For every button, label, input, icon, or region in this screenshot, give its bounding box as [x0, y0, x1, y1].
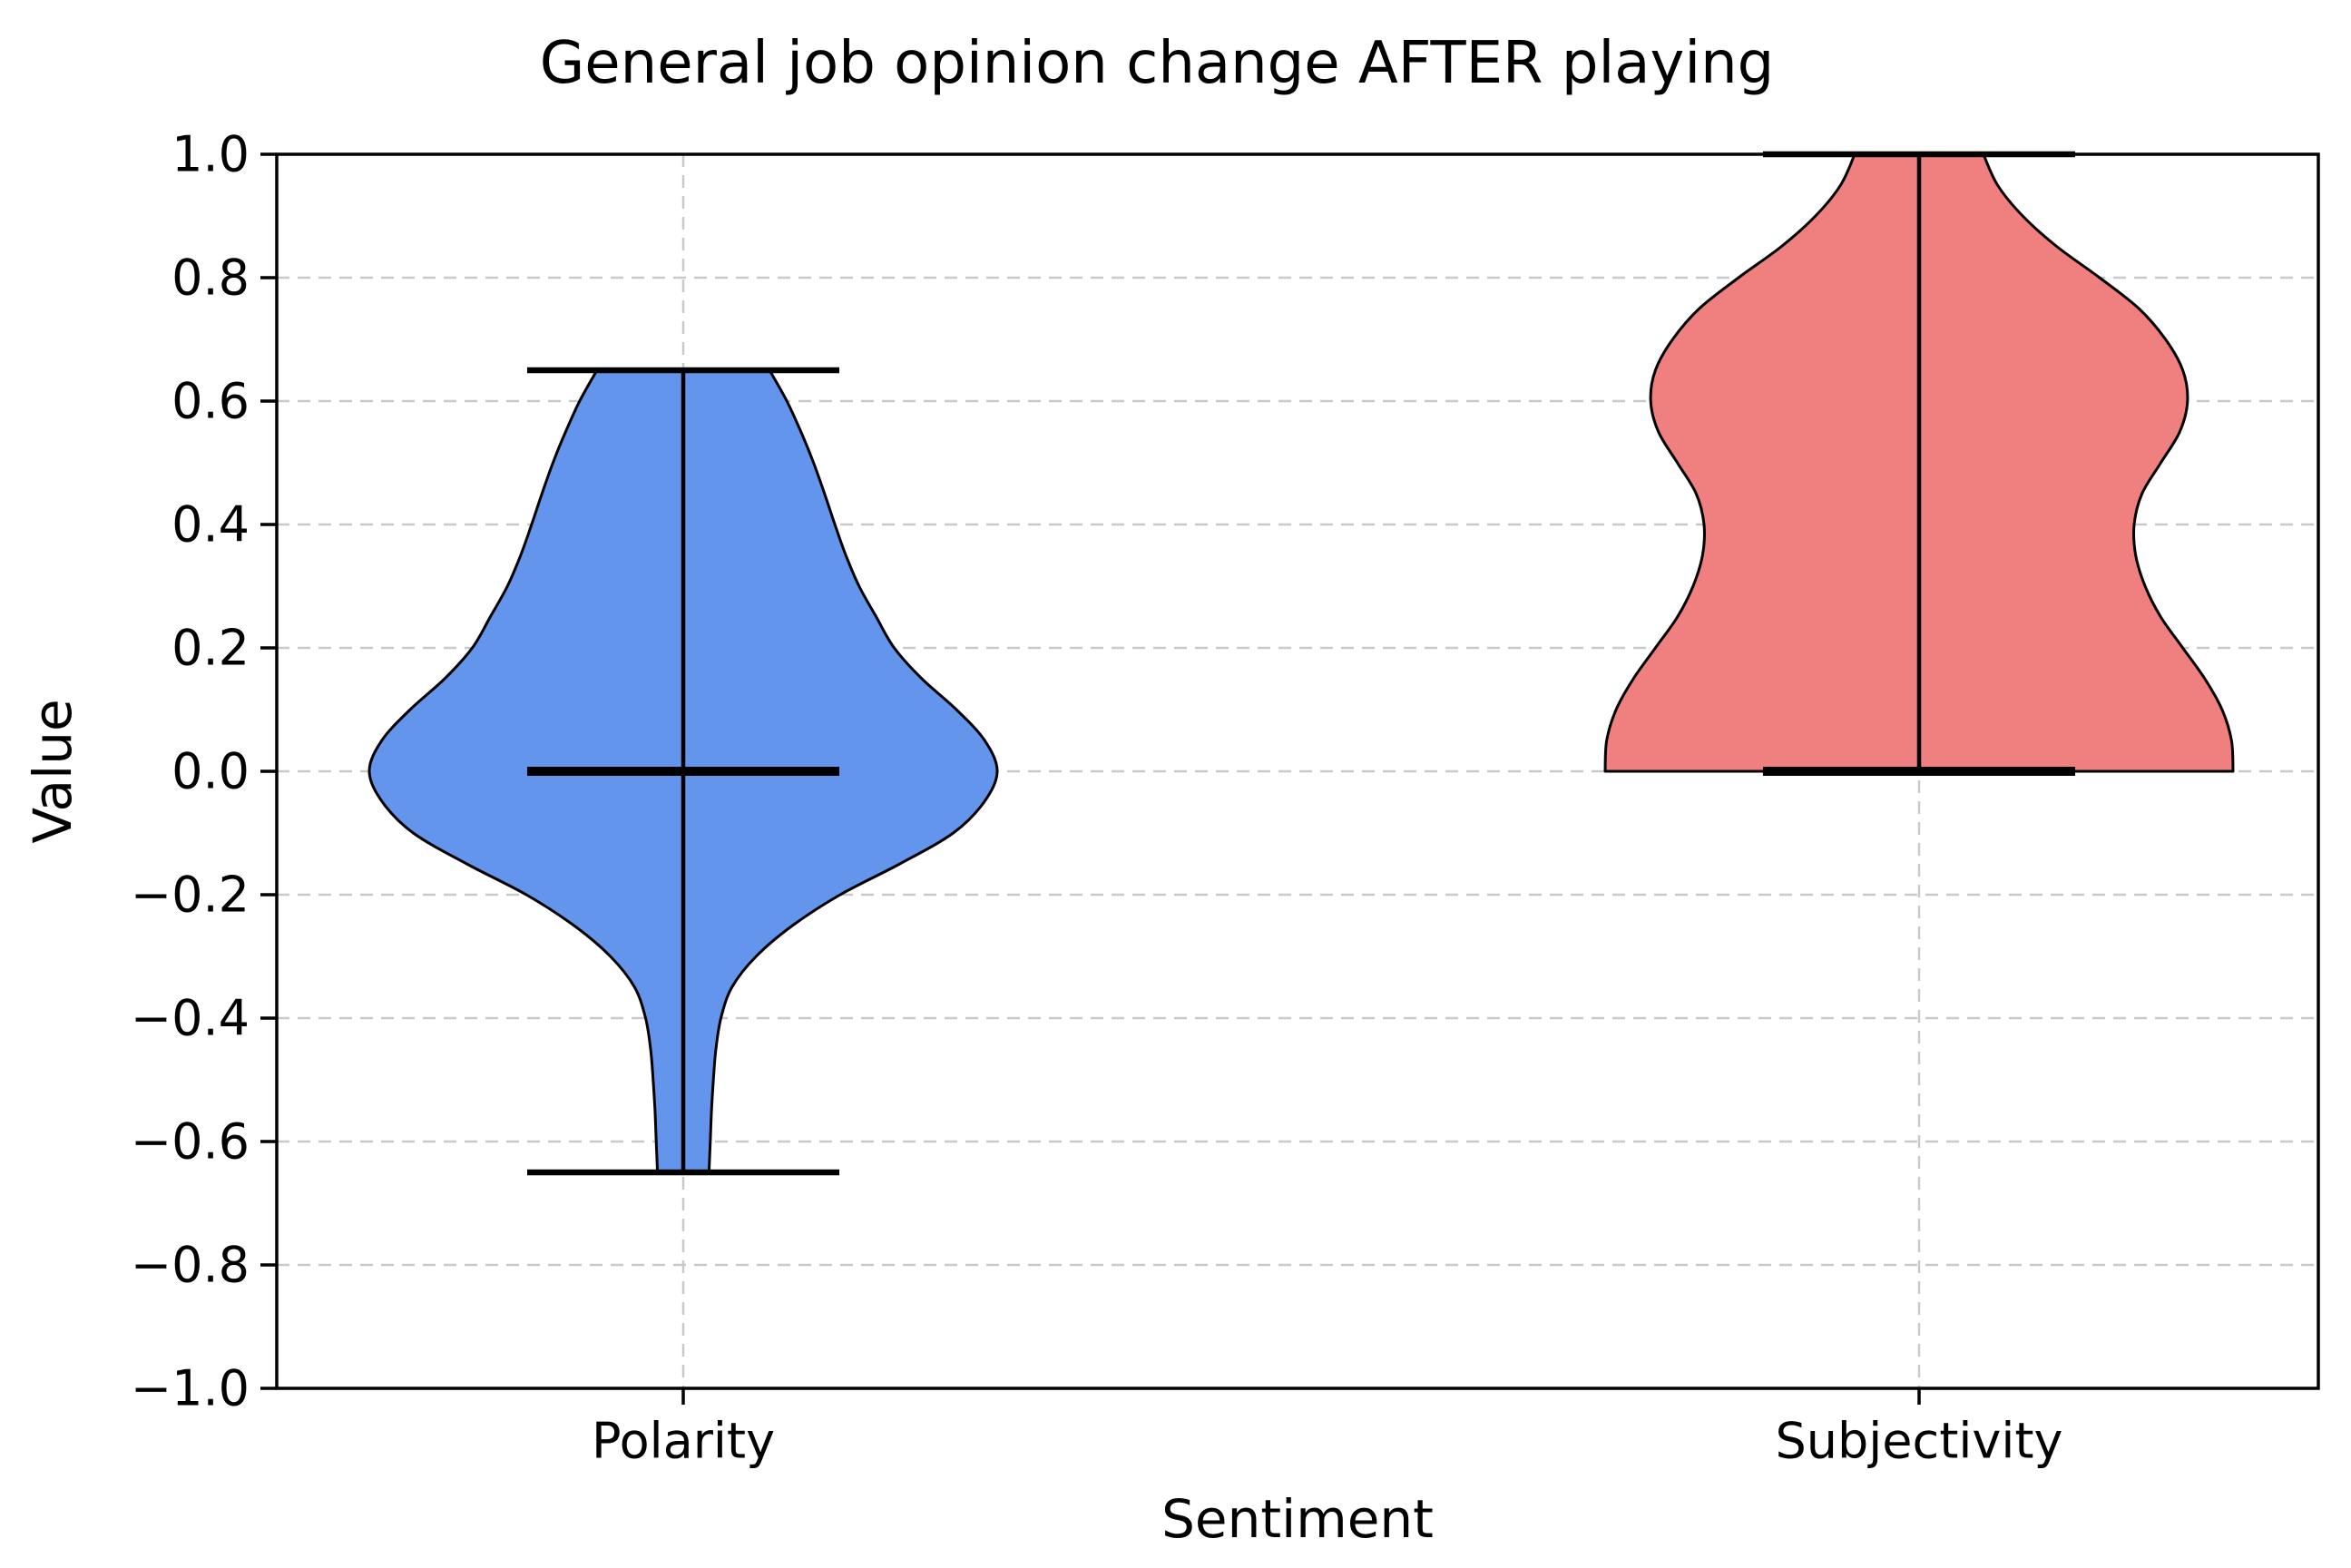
- y-tick-label: 0.8: [171, 250, 250, 307]
- y-tick-label: 0.4: [171, 496, 250, 554]
- y-axis-label: Value: [22, 699, 83, 843]
- x-tick-label-subjectivity: Subjectivity: [1776, 1413, 2063, 1470]
- x-axis-label: Sentiment: [1161, 1488, 1434, 1550]
- y-tick-label: 0.2: [171, 620, 250, 677]
- x-tick-layer: [681, 1388, 1921, 1405]
- violin-layer: [367, 152, 2235, 1174]
- y-tick-label: 1.0: [171, 126, 250, 183]
- y-tick-label: −0.8: [131, 1237, 250, 1294]
- y-tick-layer: 1.0 0.8 0.6 0.4 0.2 0.0 −0.2 −0.4 −0.6 −0.8 −1.0: [131, 126, 277, 1417]
- y-tick-label: 0.0: [171, 743, 250, 800]
- y-tick-label: −0.6: [131, 1113, 250, 1171]
- y-tick-label: −0.2: [131, 867, 250, 924]
- chart-title: General job opinion change AFTER playing: [540, 30, 1775, 97]
- y-tick-label: 0.6: [171, 373, 250, 430]
- y-tick-label: −0.4: [131, 990, 250, 1047]
- x-tick-label-polarity: Polarity: [592, 1413, 775, 1470]
- y-tick-label: −1.0: [131, 1360, 250, 1417]
